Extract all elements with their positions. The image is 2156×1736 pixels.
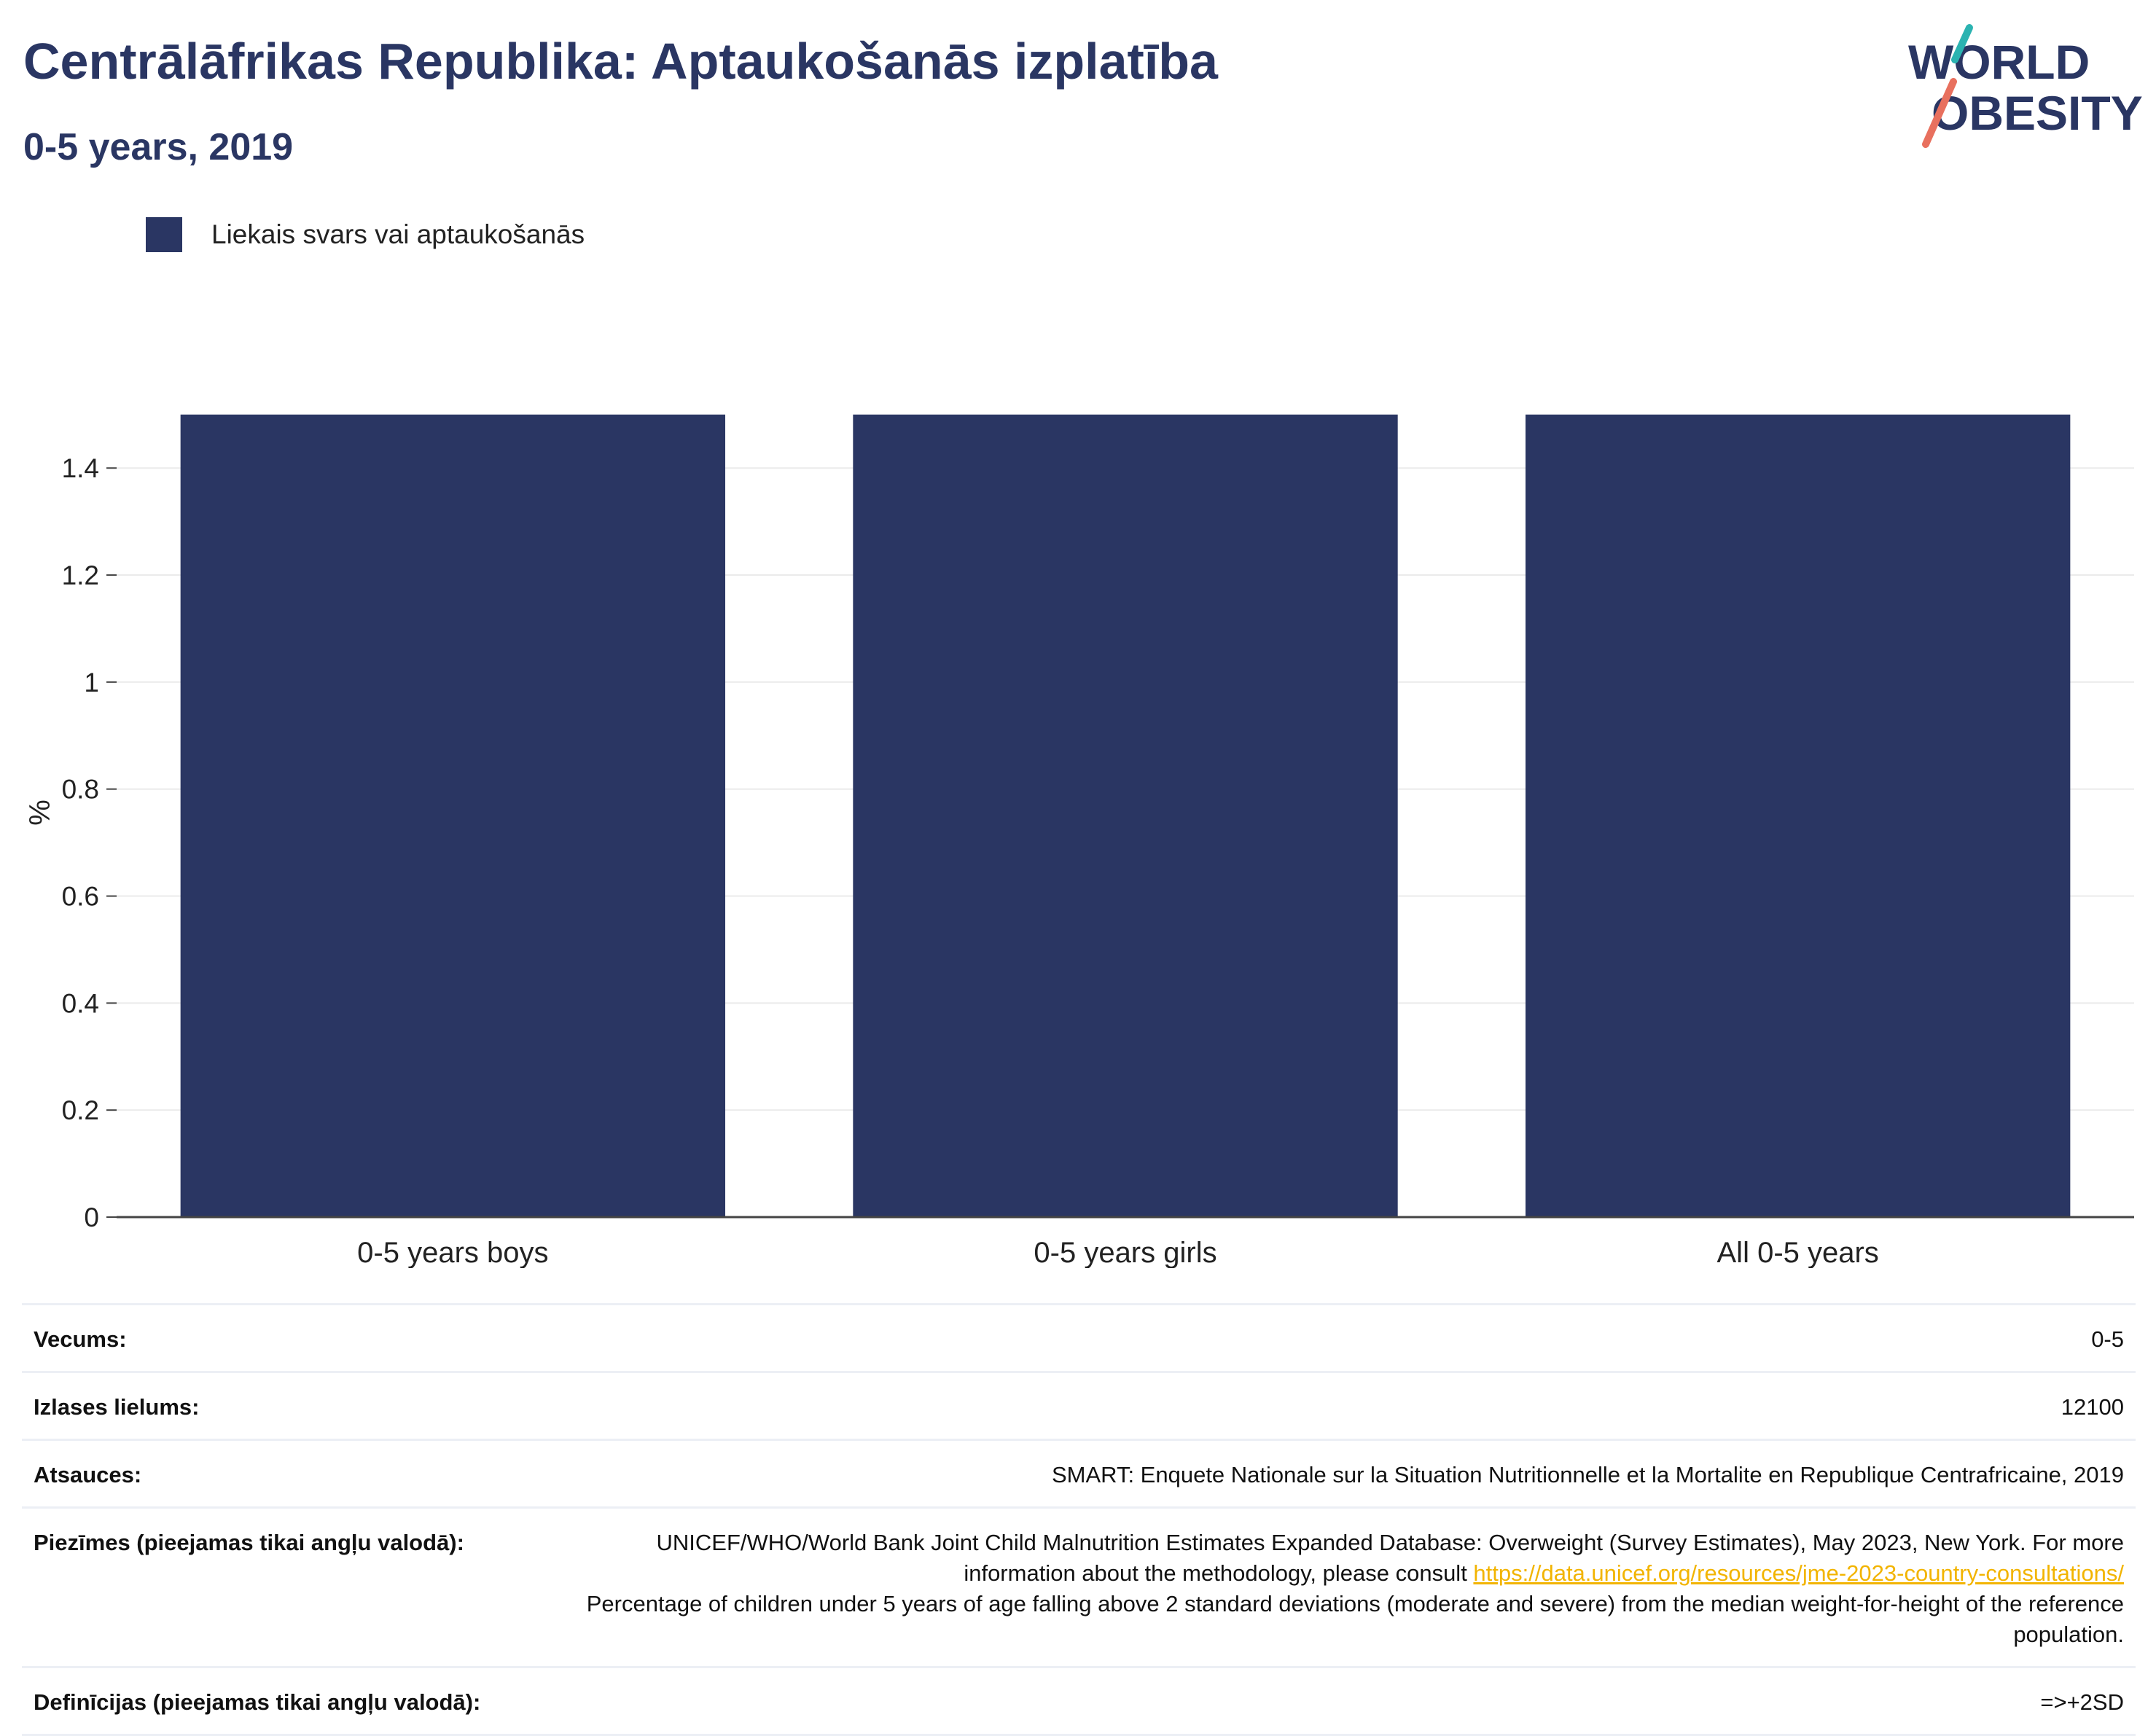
y-tick-label: 0.4 [62, 988, 99, 1018]
info-row-references: Atsauces: SMART: Enquete Nationale sur l… [22, 1439, 2136, 1506]
info-row-definitions: Definīcijas (pieejamas tikai angļu valod… [22, 1666, 2136, 1736]
logo-slash-coral [1922, 78, 1957, 148]
y-axis-ticks: 0 0.2 0.4 0.6 0.8 1 1.2 1.4 [62, 453, 117, 1232]
bar-all-0-5-years [1525, 414, 2071, 1217]
y-tick-label: 0.2 [62, 1095, 99, 1125]
notes-definition-text: Percentage of children under 5 years of … [586, 1591, 2124, 1647]
logo-text-obesity: OBESITY [1932, 86, 2143, 140]
notes-label: Piezīmes (pieejamas tikai angļu valodā): [34, 1530, 464, 1555]
age-value: 0-5 [2091, 1326, 2124, 1352]
sample-size-label: Izlases lielums: [34, 1394, 200, 1420]
logo-text-world: WORLD [1908, 35, 2090, 89]
chart-subtitle: 0-5 years, 2019 [23, 126, 294, 168]
info-table: Vecums: 0-5 Izlases lielums: 12100 Atsau… [22, 1303, 2136, 1736]
notes-text: UNICEF/WHO/World Bank Joint Child Malnut… [656, 1530, 2124, 1586]
legend-swatch [146, 217, 182, 252]
definitions-value: =>+2SD [2040, 1689, 2124, 1715]
y-tick-label: 0.8 [62, 775, 99, 805]
notes-value: UNICEF/WHO/World Bank Joint Child Malnut… [579, 1528, 2124, 1650]
references-label: Atsauces: [34, 1462, 142, 1487]
y-tick-label: 1 [84, 668, 99, 697]
y-tick-label: 0 [84, 1203, 99, 1232]
x-category-label: All 0-5 years [1717, 1237, 1879, 1268]
chart-title: Centrālāfrikas Republika: Aptaukošanās i… [23, 33, 1218, 90]
methodology-link[interactable]: https://data.unicef.org/resources/jme-20… [1473, 1560, 2124, 1586]
bar-0-5-years-girls [853, 414, 1398, 1217]
legend-label: Liekais svars vai aptaukošanās [211, 219, 585, 249]
x-category-label: 0-5 years boys [357, 1237, 548, 1268]
info-row-age: Vecums: 0-5 [22, 1303, 2136, 1371]
bar-chart: 00.20.40.60.811.21.4 0-5 years boys 0-5 y… [24, 414, 2134, 1268]
info-row-notes: Piezīmes (pieejamas tikai angļu valodā):… [22, 1506, 2136, 1666]
logo-slash-teal [1951, 24, 1973, 63]
definitions-label: Definīcijas (pieejamas tikai angļu valod… [34, 1689, 481, 1715]
bars [180, 414, 2071, 1217]
world-obesity-logo: WORLD OBESITY [1908, 24, 2143, 148]
x-category-label: 0-5 years girls [1034, 1237, 1216, 1268]
references-value: SMART: Enquete Nationale sur la Situatio… [1051, 1462, 2124, 1487]
y-tick-label: 1.4 [62, 453, 99, 483]
sample-size-value: 12100 [2061, 1394, 2124, 1420]
y-axis-title: % [24, 799, 56, 826]
bar-0-5-years-boys [180, 414, 726, 1217]
y-tick-label: 1.2 [62, 560, 99, 590]
age-label: Vecums: [34, 1326, 127, 1352]
y-tick-label: 0.6 [62, 882, 99, 912]
x-axis-labels: 0-5 years boys 0-5 years girls All 0-5 yea… [357, 1237, 1879, 1268]
chart-legend: Liekais svars vai aptaukošanās [146, 217, 585, 252]
info-row-sample-size: Izlases lielums: 12100 [22, 1371, 2136, 1439]
